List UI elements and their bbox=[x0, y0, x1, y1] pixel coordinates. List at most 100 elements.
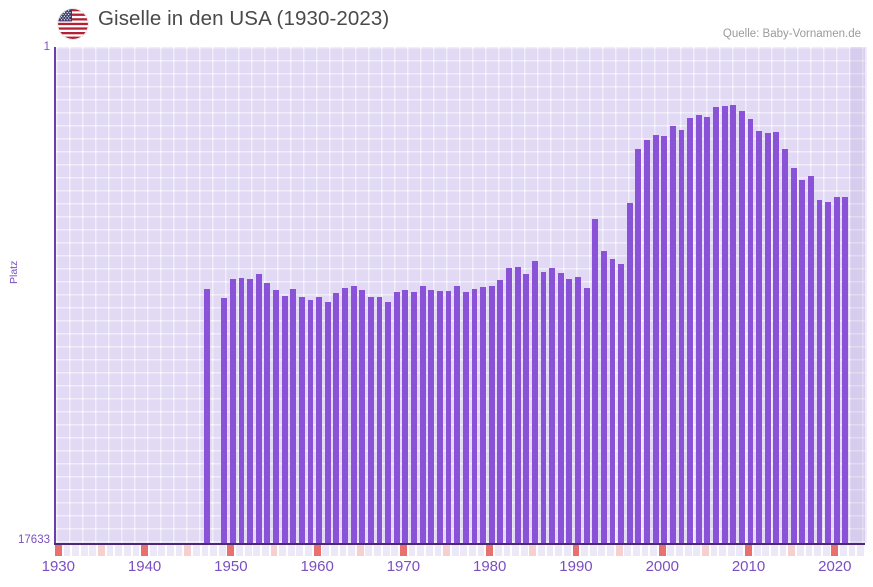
bar bbox=[523, 273, 530, 543]
bar bbox=[669, 126, 676, 543]
bar bbox=[790, 167, 797, 543]
bar bbox=[652, 135, 659, 543]
bar bbox=[229, 279, 236, 543]
x-axis-tick bbox=[72, 545, 79, 556]
x-axis-tick bbox=[443, 545, 450, 556]
x-axis-tick bbox=[451, 545, 459, 556]
x-axis-tick bbox=[745, 545, 752, 556]
bar bbox=[704, 117, 711, 543]
bar bbox=[782, 148, 788, 543]
bar bbox=[342, 288, 348, 543]
x-axis-tick bbox=[434, 545, 442, 556]
x-axis-tick bbox=[607, 545, 614, 556]
bar bbox=[618, 264, 625, 543]
bar bbox=[816, 200, 823, 543]
x-axis-tick bbox=[400, 545, 407, 556]
bar bbox=[721, 106, 728, 543]
x-axis-tick bbox=[123, 545, 131, 556]
x-axis-tick bbox=[753, 545, 761, 556]
bar bbox=[324, 302, 331, 543]
x-axis-tick bbox=[814, 545, 821, 556]
x-axis-tick bbox=[512, 545, 519, 556]
y-axis-tick-bottom: 17633 bbox=[18, 534, 50, 546]
bar bbox=[247, 279, 254, 543]
x-axis-tick bbox=[175, 545, 183, 556]
x-axis-tick-labels: 1930 1940 1950 1960 1970 1980 1990 2000 2010 2020 bbox=[42, 558, 865, 582]
chart-header: Giselle in den USA (1930-2023) Quelle: B… bbox=[0, 0, 873, 46]
bar bbox=[695, 115, 702, 543]
x-axis-tick bbox=[710, 545, 718, 556]
bar bbox=[255, 273, 262, 543]
bar bbox=[428, 290, 435, 543]
x-axis-tick bbox=[494, 545, 502, 556]
plot-area bbox=[54, 47, 867, 543]
bar bbox=[583, 287, 590, 543]
bar bbox=[713, 107, 719, 543]
bar bbox=[506, 268, 512, 543]
x-axis-tick-label-1950: 1950 bbox=[214, 558, 248, 575]
page-title: Giselle in den USA (1930-2023) bbox=[98, 7, 390, 30]
x-axis-tick bbox=[330, 545, 338, 556]
x-axis-tick-label-1970: 1970 bbox=[386, 558, 421, 575]
bar bbox=[385, 301, 392, 543]
bar bbox=[290, 288, 297, 543]
x-axis-tick-label-1980: 1980 bbox=[473, 558, 507, 575]
bar bbox=[557, 272, 564, 543]
x-axis-tick bbox=[54, 545, 62, 556]
bar bbox=[661, 136, 668, 543]
bar bbox=[799, 180, 806, 543]
x-axis-tick bbox=[520, 545, 528, 556]
x-axis-tick bbox=[503, 545, 511, 556]
x-axis-tick bbox=[132, 545, 140, 556]
x-axis-tick bbox=[115, 545, 123, 556]
x-axis-tick bbox=[322, 545, 330, 556]
x-axis-tick-label-1940: 1940 bbox=[127, 558, 162, 575]
x-axis-tick bbox=[529, 545, 537, 556]
x-axis-tick bbox=[555, 545, 563, 556]
bar bbox=[540, 272, 547, 543]
bar bbox=[454, 286, 461, 543]
bar bbox=[419, 286, 426, 543]
x-axis-tick-label-2000: 2000 bbox=[645, 558, 679, 575]
x-axis-tick bbox=[460, 545, 468, 556]
bar bbox=[825, 202, 832, 543]
bar bbox=[635, 149, 642, 543]
x-axis-tick bbox=[287, 545, 295, 556]
bar bbox=[497, 280, 504, 543]
x-axis-tick bbox=[736, 545, 744, 556]
x-axis-tick bbox=[192, 545, 200, 556]
bar bbox=[600, 250, 607, 543]
x-axis-tick bbox=[201, 545, 209, 556]
x-axis-tick-label-1960: 1960 bbox=[300, 558, 334, 575]
x-axis-tick bbox=[89, 545, 97, 556]
x-axis-tick bbox=[538, 545, 545, 556]
x-axis-tick bbox=[98, 545, 105, 556]
us-flag-icon bbox=[58, 9, 88, 39]
x-axis-tick bbox=[253, 545, 261, 556]
x-axis-tick bbox=[701, 545, 709, 556]
x-axis-tick bbox=[339, 545, 347, 556]
bar bbox=[445, 290, 452, 543]
source-attribution: Quelle: Baby-Vornamen.de bbox=[722, 28, 861, 40]
bar bbox=[730, 104, 737, 543]
x-axis-tick bbox=[624, 545, 632, 556]
bar bbox=[644, 140, 650, 543]
bar bbox=[738, 110, 745, 543]
x-axis-tick bbox=[546, 545, 554, 556]
x-axis-tick bbox=[80, 545, 88, 556]
x-axis-tick bbox=[762, 545, 770, 556]
bar bbox=[333, 293, 340, 543]
x-axis-tick bbox=[270, 545, 278, 556]
bar bbox=[462, 292, 469, 543]
x-axis-tick bbox=[727, 545, 735, 556]
bar bbox=[488, 285, 495, 543]
bar bbox=[747, 119, 754, 543]
bar bbox=[566, 279, 573, 543]
bar bbox=[411, 291, 417, 543]
x-axis-tick bbox=[563, 545, 571, 556]
x-axis-tick-label-2010: 2010 bbox=[731, 558, 766, 575]
x-axis-tick-label-1930: 1930 bbox=[41, 558, 75, 575]
x-axis-tick bbox=[581, 545, 588, 556]
x-axis-tick bbox=[615, 545, 623, 556]
x-axis-tick bbox=[417, 545, 425, 556]
